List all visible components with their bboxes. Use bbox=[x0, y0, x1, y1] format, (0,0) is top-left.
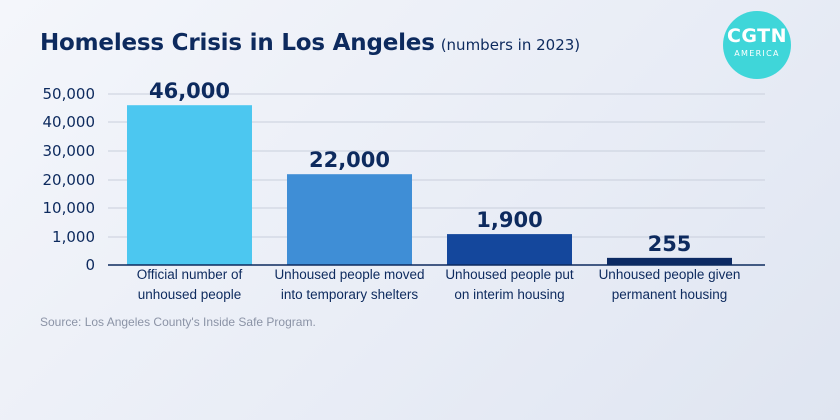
x-tick-label: permanent housing bbox=[612, 287, 728, 302]
chart-header: Homeless Crisis in Los Angeles (numbers i… bbox=[40, 30, 580, 56]
source-note: Source: Los Angeles County's Inside Safe… bbox=[40, 315, 316, 329]
bar bbox=[607, 257, 732, 265]
chart-subtitle: (numbers in 2023) bbox=[440, 36, 581, 54]
y-tick-label: 20,000 bbox=[43, 171, 96, 189]
x-tick-label: Unhoused people given bbox=[599, 267, 741, 282]
data-label: 46,000 bbox=[149, 79, 230, 103]
bar bbox=[127, 105, 252, 265]
x-tick-label: Unhoused people moved bbox=[274, 267, 424, 282]
x-tick-label: into temporary shelters bbox=[281, 287, 419, 302]
bar bbox=[447, 234, 572, 265]
logo-text-sub: AMERICA bbox=[734, 49, 780, 58]
bar bbox=[287, 174, 412, 265]
y-tick-label: 40,000 bbox=[43, 113, 96, 131]
brand-logo: CGTN AMERICA bbox=[723, 11, 791, 79]
logo-text-main: CGTN bbox=[726, 25, 788, 47]
data-label: 1,900 bbox=[476, 208, 542, 232]
x-tick-label: Official number of bbox=[137, 267, 243, 282]
data-label: 22,000 bbox=[309, 148, 390, 172]
y-tick-label: 1,000 bbox=[52, 228, 95, 246]
x-tick-label: on interim housing bbox=[454, 287, 564, 302]
y-tick-label: 50,000 bbox=[43, 85, 96, 103]
y-tick-label: 30,000 bbox=[43, 142, 96, 160]
x-tick-label: unhoused people bbox=[138, 287, 242, 302]
y-tick-label: 0 bbox=[85, 256, 95, 274]
chart-title: Homeless Crisis in Los Angeles bbox=[40, 30, 435, 56]
data-label: 255 bbox=[648, 232, 692, 256]
x-tick-label: Unhoused people put bbox=[445, 267, 574, 282]
y-tick-label: 10,000 bbox=[43, 199, 96, 217]
